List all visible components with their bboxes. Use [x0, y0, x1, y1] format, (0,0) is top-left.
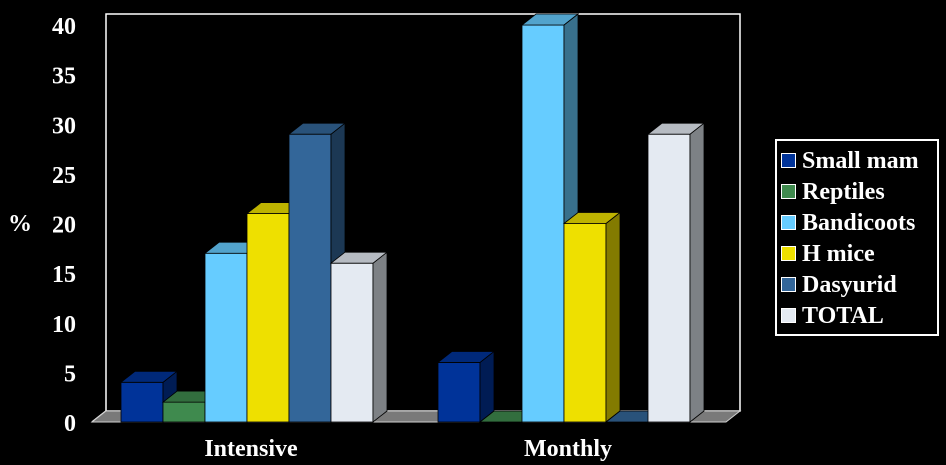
bar-front-face [647, 133, 691, 423]
y-tick-label-25: 25 [52, 163, 76, 189]
legend-swatch [781, 215, 796, 230]
legend-item-reptiles: Reptiles [781, 176, 937, 207]
bar-front-face [563, 223, 607, 423]
legend-label: H mice [802, 240, 875, 267]
bar-front-face [521, 24, 565, 423]
legend-item-dasyurid: Dasyurid [781, 269, 937, 300]
bar-front-face [120, 381, 164, 423]
bar-front-face [288, 133, 332, 423]
legend-label: Dasyurid [802, 271, 897, 298]
x-tick-label-intensive: Intensive [204, 436, 298, 462]
bar-front-face [437, 362, 481, 423]
y-tick-label-0: 0 [64, 411, 76, 437]
bar-side-face [605, 211, 621, 423]
bar-monthly-total [646, 122, 706, 423]
legend-swatch [781, 308, 796, 323]
bar-series [119, 13, 706, 423]
x-tick-label-monthly: Monthly [524, 436, 612, 462]
y-tick-label-15: 15 [52, 262, 76, 288]
bar-top-face [287, 122, 347, 135]
bar-intensive-total [329, 251, 389, 423]
legend-label: Small mam [802, 147, 919, 174]
x-axis-labels: Intensive Monthly [204, 436, 612, 462]
y-tick-label-35: 35 [52, 64, 76, 90]
y-tick-label-20: 20 [52, 213, 76, 239]
legend-swatch [781, 277, 796, 292]
y-axis-label: % [8, 211, 32, 237]
bar-top-face [520, 13, 580, 26]
legend-label: Bandicoots [802, 209, 916, 236]
legend-swatch [781, 184, 796, 199]
bar-monthly-small-mam [436, 350, 496, 423]
y-tick-label-30: 30 [52, 113, 76, 139]
chart-legend: Small mam Reptiles Bandicoots H mice Dasyuri… [775, 139, 939, 336]
y-axis-ticks: 0 5 10 15 20 25 30 35 40 [52, 14, 76, 437]
bar-top-face [119, 370, 179, 383]
bar-monthly-bandicoots [520, 13, 580, 423]
legend-swatch [781, 246, 796, 261]
bar-top-face [436, 351, 496, 363]
y-tick-label-40: 40 [52, 14, 76, 40]
back-wall [105, 13, 741, 412]
y-axis: % [8, 211, 32, 237]
legend-swatch [781, 153, 796, 168]
bar-front-face [330, 262, 374, 423]
bar-front-face [204, 252, 248, 423]
legend-item-bandicoots: Bandicoots [781, 207, 937, 238]
legend-item-h-mice: H mice [781, 238, 937, 269]
bar-top-face [646, 122, 706, 135]
bar-side-face [372, 251, 388, 423]
bar-front-face [246, 213, 290, 423]
bar-intensive-dasyurid [287, 122, 347, 423]
bar-top-face [562, 212, 622, 224]
bar-side-face [689, 122, 705, 423]
legend-item-total: TOTAL [781, 300, 937, 331]
legend-item-small-mam: Small mam [781, 145, 937, 176]
legend-label: Reptiles [802, 178, 885, 205]
bar-top-face [329, 251, 389, 264]
y-tick-label-5: 5 [64, 361, 76, 387]
y-tick-label-10: 10 [52, 312, 76, 338]
chart-back-wall [91, 13, 741, 423]
bar-front-face [162, 401, 206, 423]
bar-side-face [479, 350, 495, 423]
legend-label: TOTAL [802, 302, 884, 329]
bar-monthly-h-mice [562, 211, 622, 423]
